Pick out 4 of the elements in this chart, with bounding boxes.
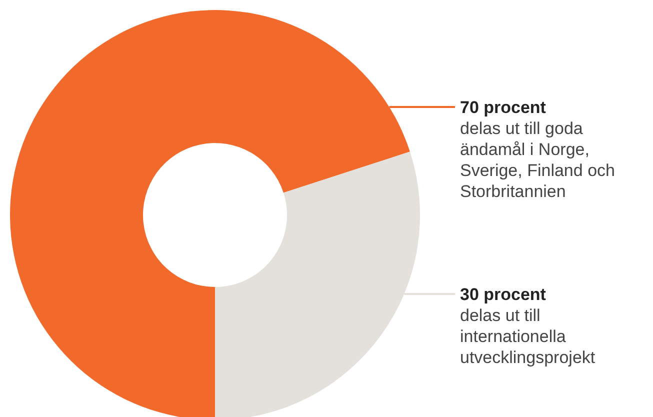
slice-label: delas ut till internationella utvecklingsprojekt: [460, 306, 596, 367]
data-label: 30 procent: [460, 285, 546, 304]
slice-label: delas ut till goda ändamål i Norge, Sverige, Finland och Storbritannien: [460, 119, 615, 201]
data-label: 70 procent: [460, 98, 546, 117]
